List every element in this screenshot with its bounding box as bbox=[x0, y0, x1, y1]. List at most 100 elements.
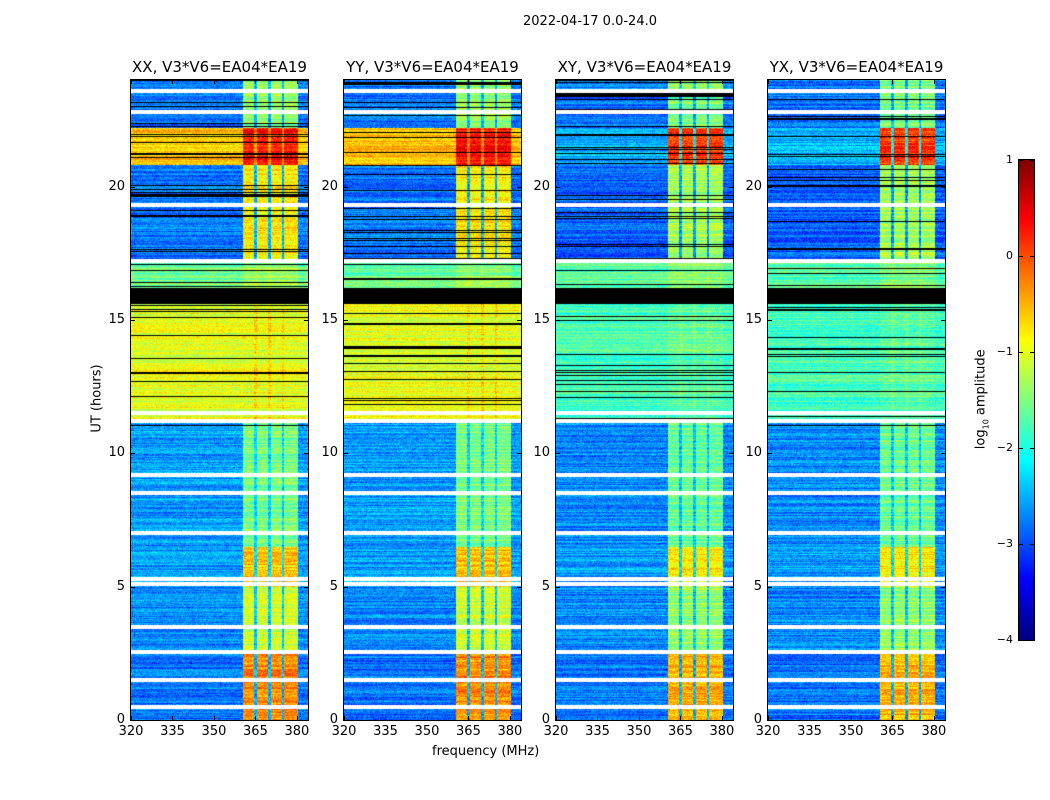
panel-title: YY, V3*V6=EA04*EA19 bbox=[346, 58, 519, 76]
x-tick-label: 335 bbox=[160, 724, 185, 739]
x-tick-mark bbox=[255, 80, 257, 84]
colorbar-label-log: log bbox=[973, 429, 989, 450]
y-tick-mark bbox=[941, 453, 945, 455]
colorbar-tick-mark bbox=[1030, 544, 1034, 545]
x-tick-mark bbox=[556, 716, 557, 720]
colorbar-tick-mark bbox=[1030, 640, 1034, 641]
y-tick-label: 15 bbox=[533, 312, 550, 327]
x-tick-mark bbox=[768, 716, 769, 720]
x-tick-mark bbox=[721, 716, 723, 720]
x-tick-label: 380 bbox=[497, 724, 523, 739]
y-tick-mark bbox=[941, 720, 945, 721]
colorbar-label: log10 amplitude bbox=[974, 339, 991, 459]
y-tick-mark bbox=[729, 186, 733, 188]
x-tick-label: 320 bbox=[118, 724, 144, 739]
y-tick-mark bbox=[517, 186, 521, 188]
x-tick-mark bbox=[385, 80, 387, 84]
y-tick-label: 0 bbox=[116, 712, 125, 727]
y-tick-mark bbox=[131, 186, 135, 188]
y-tick-mark bbox=[304, 320, 308, 321]
colorbar-tick-mark bbox=[1019, 448, 1023, 449]
y-tick-mark bbox=[556, 320, 560, 321]
colorbar-tick-label: −4 bbox=[996, 633, 1013, 646]
colorbar-tick-mark bbox=[1030, 352, 1034, 353]
x-tick-mark bbox=[850, 716, 852, 720]
y-tick-mark bbox=[517, 320, 521, 321]
y-tick-mark bbox=[517, 586, 521, 588]
y-tick-mark bbox=[768, 453, 772, 455]
y-tick-mark bbox=[556, 586, 560, 588]
x-tick-mark bbox=[385, 716, 387, 720]
x-tick-label: 350 bbox=[838, 724, 864, 739]
y-tick-label: 0 bbox=[329, 712, 338, 727]
x-tick-mark bbox=[296, 80, 298, 84]
y-tick-mark bbox=[131, 320, 135, 321]
x-tick-mark bbox=[344, 80, 345, 84]
colorbar-tick-label: −3 bbox=[996, 537, 1013, 550]
x-tick-mark bbox=[468, 80, 470, 84]
x-tick-mark bbox=[172, 716, 174, 720]
x-tick-label: 350 bbox=[201, 724, 227, 739]
y-tick-mark bbox=[344, 186, 348, 188]
x-tick-mark bbox=[556, 80, 557, 84]
y-tick-mark bbox=[304, 720, 308, 721]
x-tick-label: 365 bbox=[880, 724, 905, 739]
y-tick-label: 15 bbox=[321, 312, 338, 327]
x-tick-label: 380 bbox=[284, 724, 310, 739]
panel-title: XX, V3*V6=EA04*EA19 bbox=[132, 58, 307, 76]
y-tick-mark bbox=[344, 586, 348, 588]
x-tick-label: 350 bbox=[414, 724, 440, 739]
colorbar-tick-label: −2 bbox=[996, 441, 1013, 454]
y-tick-label: 15 bbox=[745, 312, 762, 327]
x-tick-label: 335 bbox=[373, 724, 398, 739]
colorbar-tick-mark bbox=[1019, 160, 1023, 161]
y-tick-label: 10 bbox=[533, 445, 550, 461]
y-tick-label: 10 bbox=[321, 445, 338, 461]
colorbar-tick-mark bbox=[1030, 448, 1034, 449]
heatmap-panel-xx bbox=[130, 79, 309, 721]
x-tick-mark bbox=[468, 716, 470, 720]
y-tick-mark bbox=[729, 320, 733, 321]
x-tick-mark bbox=[933, 716, 935, 720]
y-tick-mark bbox=[517, 720, 521, 721]
x-tick-label: 365 bbox=[456, 724, 481, 739]
colorbar-label-sub: 10 bbox=[981, 419, 991, 430]
y-tick-label: 20 bbox=[533, 178, 550, 194]
y-tick-mark bbox=[729, 586, 733, 588]
y-tick-label: 10 bbox=[745, 445, 762, 461]
x-tick-mark bbox=[638, 716, 640, 720]
colorbar-tick-mark bbox=[1030, 160, 1034, 161]
y-tick-mark bbox=[556, 720, 560, 721]
y-tick-mark bbox=[729, 720, 733, 721]
x-tick-mark bbox=[933, 80, 935, 84]
colorbar-tick-mark bbox=[1019, 544, 1023, 545]
y-tick-mark bbox=[344, 720, 348, 721]
y-tick-label: 0 bbox=[753, 712, 762, 727]
y-tick-mark bbox=[131, 586, 135, 588]
heatmap-image bbox=[556, 80, 733, 720]
colorbar-tick-mark bbox=[1019, 256, 1023, 257]
x-tick-label: 380 bbox=[709, 724, 735, 739]
y-tick-label: 10 bbox=[108, 445, 125, 461]
x-tick-mark bbox=[213, 80, 215, 84]
x-tick-mark bbox=[597, 716, 599, 720]
panel-title: XY, V3*V6=EA04*EA19 bbox=[557, 58, 732, 76]
colorbar-tick-label: 0 bbox=[1006, 249, 1013, 262]
y-tick-mark bbox=[768, 320, 772, 321]
y-tick-label: 20 bbox=[321, 178, 338, 194]
y-tick-mark bbox=[131, 453, 135, 455]
x-tick-mark bbox=[680, 716, 682, 720]
x-tick-mark bbox=[344, 716, 345, 720]
x-tick-label: 335 bbox=[585, 724, 610, 739]
heatmap-image bbox=[768, 80, 945, 720]
x-tick-mark bbox=[850, 80, 852, 84]
colorbar-tick-mark bbox=[1019, 352, 1023, 353]
y-tick-label: 5 bbox=[329, 578, 338, 594]
y-tick-mark bbox=[556, 186, 560, 188]
x-tick-label: 320 bbox=[331, 724, 357, 739]
y-axis-label: UT (hours) bbox=[89, 364, 105, 433]
y-tick-mark bbox=[941, 320, 945, 321]
y-tick-label: 15 bbox=[108, 312, 125, 327]
colorbar bbox=[1018, 159, 1035, 641]
